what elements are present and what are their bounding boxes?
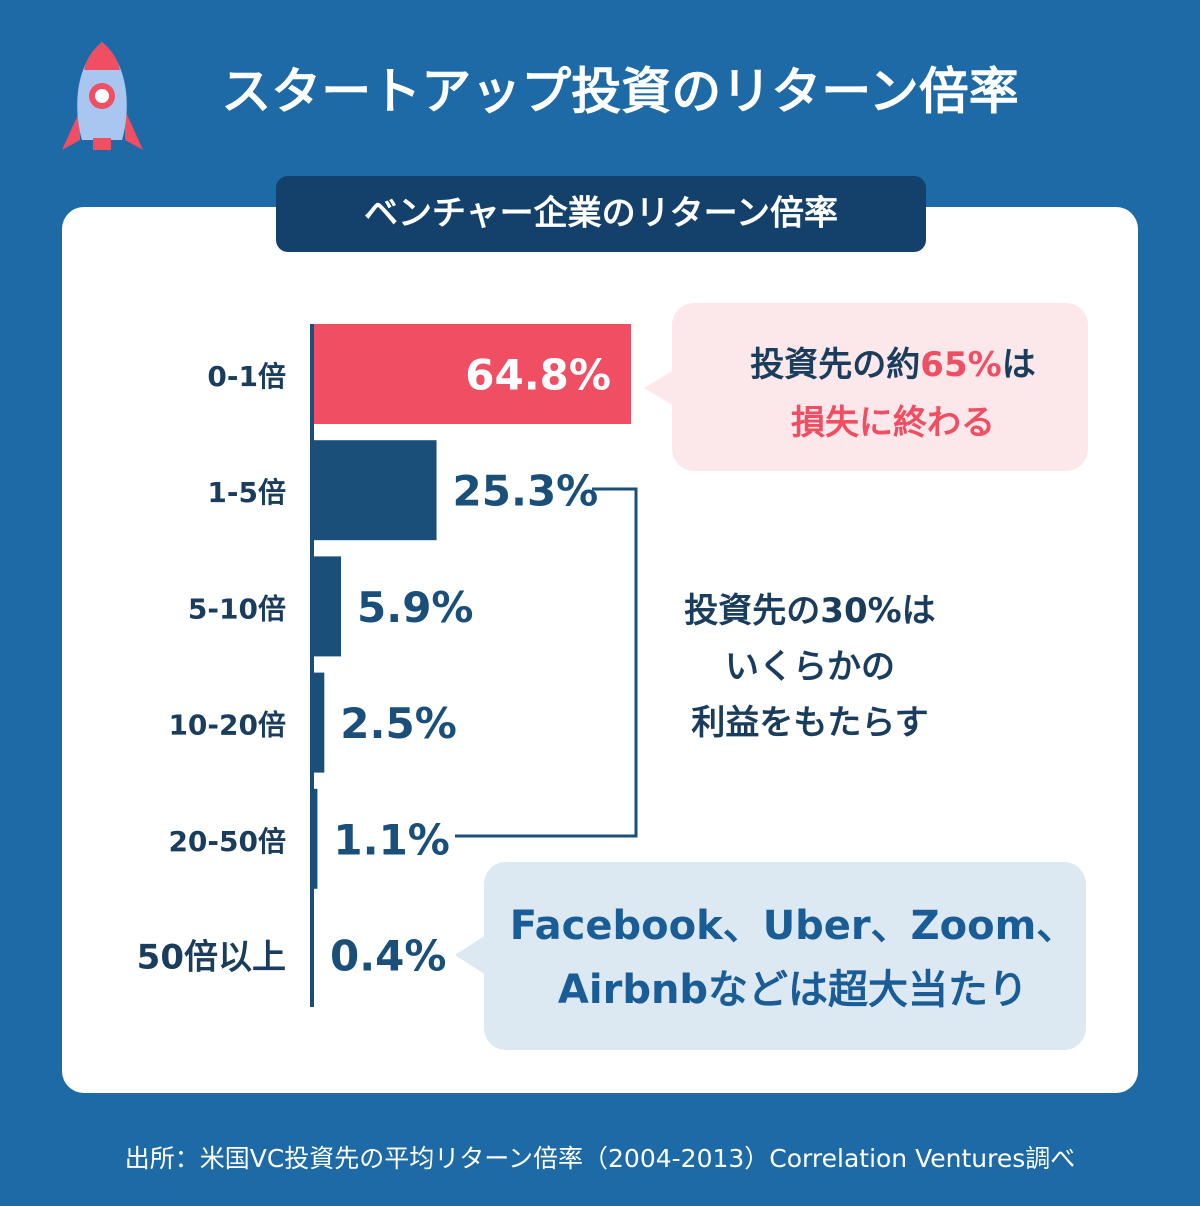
- annotation: 投資先の30%は: [684, 591, 935, 631]
- value-label: 5.9%: [357, 583, 473, 632]
- y-tick-label: 20-50倍: [168, 825, 286, 858]
- y-tick-label: 5-10倍: [188, 592, 286, 625]
- annotation-text: 損失に終わる: [791, 403, 995, 443]
- subtitle: ベンチャー企業のリターン倍率: [364, 194, 838, 234]
- bar: [312, 440, 437, 541]
- source: 出所：米国VC投資先の平均リターン倍率（2004-2013）Correlatio…: [125, 1144, 1076, 1173]
- annotation: Airbnbなどは超大当たり: [558, 967, 1028, 1013]
- value-label: 0.4%: [330, 932, 446, 981]
- y-tick-label: 1-5倍: [207, 476, 286, 509]
- y-tick-label: 50倍以上: [137, 938, 286, 978]
- y-tick-label: 10-20倍: [168, 709, 286, 742]
- subtitle-box: [276, 176, 926, 252]
- annotation-text: いくらかの: [725, 647, 895, 687]
- annotation: 利益をもたらす: [691, 703, 928, 743]
- annotation-text: Airbnbなどは超大当たり: [558, 967, 1028, 1013]
- value-label: 25.3%: [453, 467, 599, 516]
- callout-shapes: [455, 303, 1088, 1050]
- value-label: 64.8%: [465, 351, 611, 400]
- annotation-text: 投資先の30%は: [684, 591, 935, 631]
- annotation-text: 投資先の約: [750, 345, 920, 385]
- annotation-text: 65%: [920, 345, 1001, 385]
- annotation: Facebook、Uber、Zoom、: [510, 903, 1077, 949]
- annotation-text: 利益をもたらす: [691, 703, 928, 743]
- chart-title: スタートアップ投資のリターン倍率: [221, 63, 1019, 121]
- annotation: 投資先の約65%は: [750, 345, 1035, 385]
- value-label: 1.1%: [333, 815, 449, 864]
- y-tick-label: 0-1倍: [207, 360, 286, 393]
- annotation: 損失に終わる: [791, 403, 995, 443]
- bar: [312, 556, 342, 657]
- bar: [312, 324, 631, 424]
- annotation-text: は: [1002, 345, 1036, 385]
- rocket-icon: [62, 42, 143, 150]
- value-label: 2.5%: [340, 699, 456, 748]
- bar: [312, 672, 325, 773]
- bar: [312, 788, 318, 889]
- annotation-text: Facebook、Uber、Zoom、: [510, 903, 1077, 949]
- annotation: いくらかの: [725, 647, 895, 687]
